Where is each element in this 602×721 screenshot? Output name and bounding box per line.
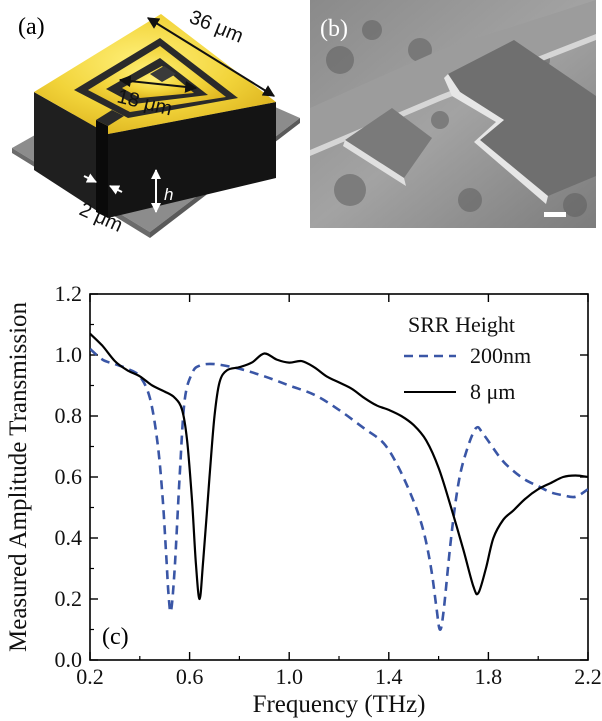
dim-36-arrow [146,17,276,97]
dim-2-arrow-right [109,185,123,195]
x-tick-label: 0.6 [176,664,204,689]
sem-pad-left-edge [343,140,406,186]
x-axis-title: Frequency (THz) [253,691,426,718]
x-tick-label: 0.2 [76,664,104,689]
legend-label-200nm: 200nm [470,343,531,368]
y-tick-label: 1.2 [55,281,83,306]
series-line-8um [90,332,588,601]
y-tick-label: 0.8 [55,403,83,428]
x-tick-label: 1.8 [475,664,503,689]
y-tick-label: 0.2 [55,586,83,611]
srr-schematic: 36 μm 18 μm h 2 μm (a) [12,6,300,238]
transmission-chart: 0.2 0.6 1.0 1.4 1.8 2.20.00.20.40.60.81.01.2 … [5,281,602,718]
y-tick-label: 1.0 [55,342,83,367]
legend: SRR Height 200nm 8 μm [404,312,531,404]
dim-2-arrow-left [83,173,97,183]
sem-pad-right [448,40,596,196]
dim-18-arrow [118,75,198,93]
x-tick-label: 1.0 [275,664,303,689]
legend-title: SRR Height [408,312,515,337]
sem-pad-right-edge [444,74,548,204]
dim-h-label: h [164,185,173,204]
y-tick-label: 0.4 [55,525,83,550]
legend-label-8um: 8 μm [470,379,515,404]
split-gap [96,120,108,218]
ticks-layer: 0.2 0.6 1.0 1.4 1.8 2.20.00.20.40.60.81.01.2 [55,281,602,689]
series-layer [90,332,588,631]
y-tick-label: 0.0 [55,647,83,672]
x-tick-label: 1.4 [375,664,403,689]
split-gap-top [96,110,124,126]
sem-scale-bar [544,212,566,217]
block-right-face [108,102,276,218]
panel-b-label: (b) [320,16,348,42]
panel-a-label: (a) [18,14,45,40]
y-tick-label: 0.6 [55,464,83,489]
panel-c-label: (c) [102,624,129,650]
y-axis-title: Measured Amplitude Transmission [5,301,32,652]
sem-image: (b) [310,0,596,228]
series-line-200nm [90,347,588,631]
sem-pad-left [345,108,432,178]
x-tick-label: 2.2 [574,664,602,689]
